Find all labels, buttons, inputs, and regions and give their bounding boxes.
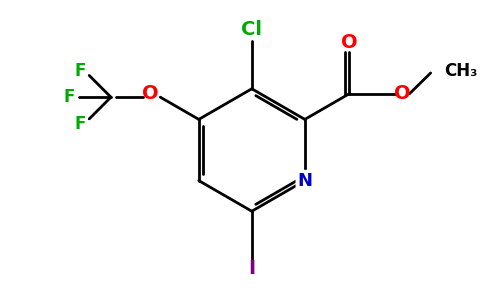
Text: O: O	[394, 84, 411, 103]
Text: CH₃: CH₃	[444, 62, 478, 80]
Text: N: N	[297, 172, 312, 190]
Text: F: F	[64, 88, 75, 106]
Text: O: O	[341, 33, 358, 52]
Text: I: I	[248, 259, 256, 278]
Text: O: O	[142, 84, 159, 103]
Text: Cl: Cl	[242, 20, 262, 39]
Text: F: F	[75, 61, 86, 80]
Text: F: F	[75, 115, 86, 133]
